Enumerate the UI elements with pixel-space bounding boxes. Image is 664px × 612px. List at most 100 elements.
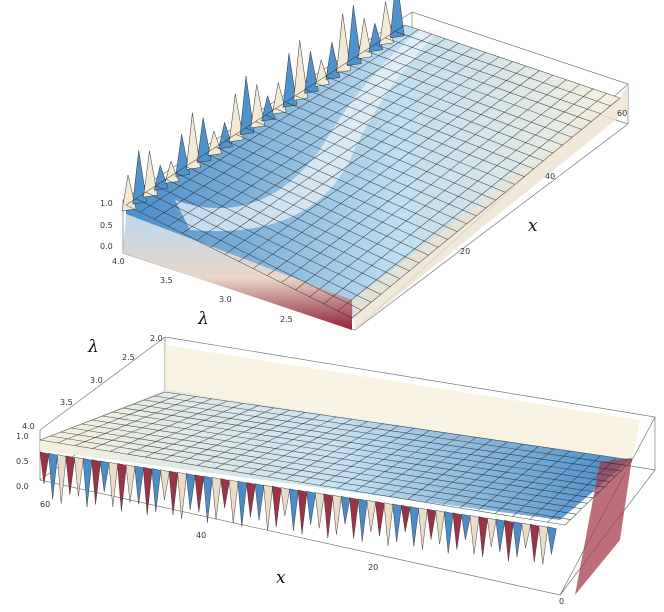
bottom-lambda-tick: 3.5 <box>60 398 73 407</box>
bottom-trough <box>366 499 377 533</box>
bottom-trough <box>400 504 411 533</box>
bottom-trough <box>409 506 420 547</box>
top-lambda-tick: 2.5 <box>280 315 293 324</box>
top-mesh-lines <box>125 24 621 319</box>
bottom-trough <box>418 507 428 550</box>
bottom-mesh-line <box>123 407 610 482</box>
top-right-wall <box>352 84 628 330</box>
bottom-trough <box>82 458 93 508</box>
top-peak <box>261 94 276 122</box>
bottom-lambda-tick: 2.5 <box>122 353 135 362</box>
top-peak <box>175 134 190 177</box>
top-x-tick: 40 <box>545 172 555 181</box>
top-peak <box>304 51 319 94</box>
bottom-back-plane <box>165 345 640 460</box>
bottom-trough <box>306 490 316 525</box>
bottom-mesh-line <box>112 411 605 488</box>
bottom-trough <box>246 482 256 518</box>
top-lambda-tick: 3.0 <box>219 295 232 304</box>
bottom-trough <box>375 501 385 537</box>
bottom-mesh-lines <box>39 391 633 526</box>
top-x-tick: 60 <box>617 109 627 118</box>
bottom-trough <box>271 485 282 528</box>
top-front-wall <box>123 214 352 330</box>
bottom-lambda-tick: 2.0 <box>150 334 163 343</box>
bottom-trough <box>332 494 342 535</box>
top-peak <box>389 0 405 39</box>
bottom-trough <box>504 520 514 562</box>
bottom-trough <box>392 503 402 543</box>
bottom-mesh-line <box>39 439 566 526</box>
bottom-trough <box>512 521 523 558</box>
top-mesh-line <box>337 93 607 312</box>
top-peak <box>293 40 308 101</box>
top-mesh-line <box>295 79 567 290</box>
top-mesh-line <box>125 24 406 206</box>
bottom-mesh-line <box>133 403 616 477</box>
bottom-trough <box>452 512 463 550</box>
top-peak <box>121 174 137 212</box>
top-mesh-line <box>281 74 553 283</box>
bottom-x-axis-label: x <box>276 568 286 588</box>
top-mesh-line <box>154 33 433 220</box>
bottom-mesh-line <box>60 431 577 515</box>
bottom-trough <box>220 478 230 509</box>
bottom-trough <box>426 508 437 540</box>
bottom-trough <box>521 522 531 549</box>
bottom-trough <box>194 474 205 513</box>
bottom-trough <box>280 487 291 517</box>
top-z-tick: 0.0 <box>100 242 113 251</box>
bottom-x-tick: 60 <box>40 500 50 509</box>
bottom-trough <box>108 461 119 508</box>
bottom-trough <box>538 525 549 565</box>
bottom-mesh-line <box>154 395 627 466</box>
top-peak <box>347 4 362 66</box>
top-ridge-hollow <box>175 30 440 232</box>
bottom-z-tick: 0.5 <box>16 457 29 466</box>
top-peak <box>379 1 394 46</box>
bottom-surface <box>40 390 630 520</box>
bottom-lambda-tick: 3.0 <box>90 376 103 385</box>
top-peak <box>143 150 158 198</box>
bottom-z-tick: 0.0 <box>16 482 29 491</box>
bottom-trough <box>529 523 540 563</box>
bottom-trough <box>495 518 506 553</box>
bottom-right-wall <box>575 458 632 595</box>
top-peak <box>250 84 266 129</box>
top-z-axis: 1.0 0.5 0.0 <box>100 199 113 251</box>
bottom-trough <box>39 451 50 485</box>
bottom-trough <box>177 471 187 520</box>
top-peak <box>271 82 287 115</box>
bottom-trough <box>254 483 265 521</box>
top-mesh-line <box>210 52 486 248</box>
top-peak <box>186 112 201 170</box>
bottom-lambda-axis-label: λ <box>87 337 99 357</box>
bottom-x-axis: 60 40 20 0 x <box>40 500 564 606</box>
top-mesh-line <box>182 43 459 234</box>
bottom-trough <box>478 516 488 558</box>
top-x-axis-label: x <box>528 216 538 236</box>
bottom-trough <box>56 454 67 504</box>
bottom-z-axis: 1.0 0.5 0.0 <box>16 432 29 491</box>
bottom-trough <box>160 469 170 501</box>
bottom-trough <box>340 496 351 525</box>
top-lambda-axis-label: λ <box>197 309 209 329</box>
bottom-trough <box>74 456 84 497</box>
bottom-mesh-line <box>102 415 599 493</box>
bottom-trough <box>117 463 127 512</box>
bottom-trough <box>547 526 557 555</box>
top-mesh-line <box>238 61 513 262</box>
top-x-tick: 20 <box>460 247 470 256</box>
top-peak <box>336 13 351 73</box>
bottom-trough <box>203 475 213 523</box>
bottom-mesh-line <box>144 399 621 472</box>
top-mesh-line <box>224 56 500 255</box>
bottom-x-tick: 20 <box>368 563 378 572</box>
top-mesh-line <box>196 47 473 241</box>
bottom-trough <box>228 479 239 523</box>
bottom-trough <box>469 515 480 555</box>
top-oscillation-peaks <box>121 0 405 212</box>
bottom-trough <box>91 459 101 505</box>
bottom-lambda-tick: 4.0 <box>22 422 35 431</box>
